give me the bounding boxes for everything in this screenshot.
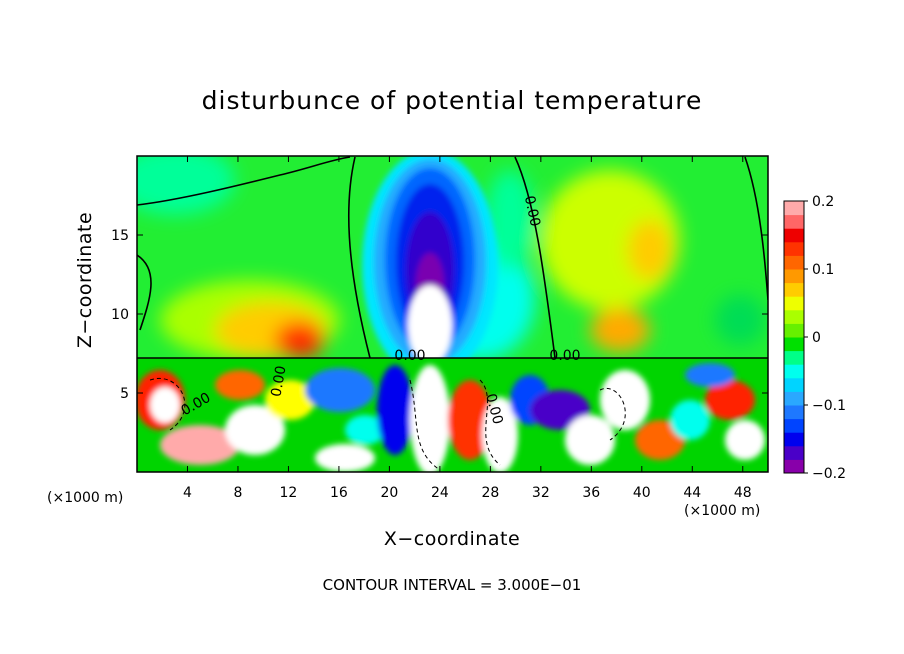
colorbar-swatch xyxy=(784,391,804,406)
x-tick-label: 20 xyxy=(380,485,398,501)
colorbar-tick-label: −0.1 xyxy=(812,398,846,414)
colorbar-swatch xyxy=(784,432,804,447)
x-tick-label: 36 xyxy=(582,485,600,501)
contour-label: 0.00 xyxy=(482,392,506,426)
x-tick-label: 24 xyxy=(431,485,449,501)
x-tick-label: 32 xyxy=(532,485,550,501)
contour-label: 0.00 xyxy=(268,365,289,398)
colorbar-swatch xyxy=(784,296,804,311)
colorbar-swatch xyxy=(784,418,804,433)
colorbar-swatch xyxy=(784,445,804,460)
chart-title: disturbunce of potential temperature xyxy=(201,86,703,115)
colorbar xyxy=(784,201,804,474)
colorbar-swatch xyxy=(784,364,804,379)
colorbar-swatch xyxy=(784,255,804,270)
x-tick-label: 16 xyxy=(330,485,348,501)
colorbar-tick-label: 0.2 xyxy=(812,194,834,210)
contour-label: 0.00 xyxy=(394,348,425,364)
colorbar-swatch xyxy=(784,323,804,338)
colorbar-swatch xyxy=(784,228,804,243)
colorbar-swatch xyxy=(784,350,804,365)
contour-interval-note: CONTOUR INTERVAL = 3.000E−01 xyxy=(322,576,582,594)
colorbar-swatch xyxy=(784,282,804,297)
y-tick-label: 5 xyxy=(120,386,129,402)
x-tick-label: 4 xyxy=(183,485,192,501)
contour-label: 0.00 xyxy=(521,194,543,228)
x-tick-label: 8 xyxy=(233,485,242,501)
colorbar-swatch xyxy=(784,269,804,284)
colorbar-swatch xyxy=(784,214,804,229)
y-axis: 5 10 15 xyxy=(111,228,768,402)
y-tick-label: 15 xyxy=(111,228,129,244)
colorbar-swatch xyxy=(784,241,804,256)
colorbar-tick-label: −0.2 xyxy=(812,466,846,482)
colorbar-axis: 0.2 0.1 0 −0.1 −0.2 xyxy=(804,194,846,482)
colorbar-swatch xyxy=(784,405,804,420)
colorbar-tick-label: 0.1 xyxy=(812,262,834,278)
x-tick-label: 44 xyxy=(683,485,701,501)
x-tick-label: 12 xyxy=(280,485,298,501)
colorbar-swatch xyxy=(784,377,804,392)
y-tick-label: 10 xyxy=(111,307,129,323)
colorbar-tick-label: 0 xyxy=(812,330,821,346)
x-tick-label: 48 xyxy=(734,485,752,501)
colorbar-swatch xyxy=(784,337,804,352)
colorbar-swatch xyxy=(784,309,804,324)
x-axis-label: X−coordinate xyxy=(383,528,521,550)
x-unit-right: (×1000 m) xyxy=(684,503,761,519)
contour-label: 0.00 xyxy=(549,348,580,364)
x-unit-left: (×1000 m) xyxy=(47,490,124,506)
x-tick-label: 28 xyxy=(481,485,499,501)
colorbar-swatch xyxy=(784,459,804,474)
contour-labels: 0.000.000.000.00 0.000.00 xyxy=(179,194,581,426)
x-tick-label: 40 xyxy=(633,485,651,501)
x-axis: 4 8 12 16 20 24 28 32 36 40 44 48 xyxy=(183,156,752,501)
heatmap-field xyxy=(137,156,768,472)
colorbar-swatch xyxy=(784,201,804,216)
